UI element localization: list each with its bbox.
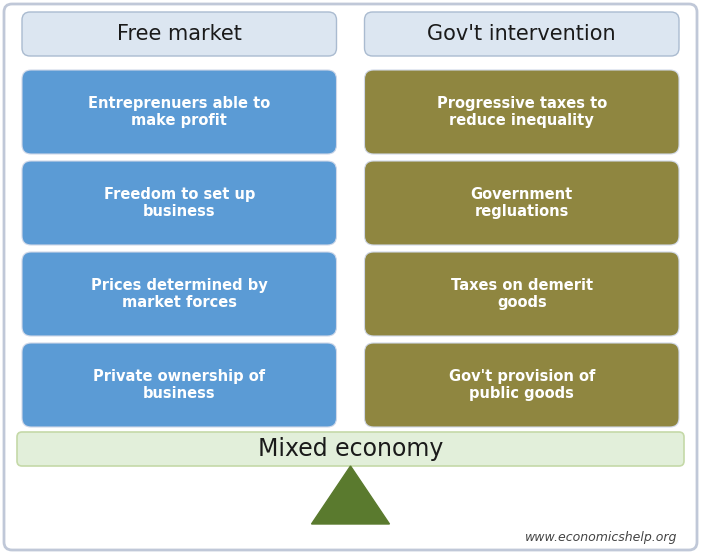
FancyBboxPatch shape bbox=[365, 252, 679, 336]
Text: Government
regluations: Government regluations bbox=[470, 187, 573, 219]
FancyBboxPatch shape bbox=[22, 252, 336, 336]
Text: Freedom to set up
business: Freedom to set up business bbox=[104, 187, 255, 219]
Text: Mixed economy: Mixed economy bbox=[258, 437, 443, 461]
FancyBboxPatch shape bbox=[22, 12, 336, 56]
Text: Free market: Free market bbox=[117, 24, 242, 44]
FancyBboxPatch shape bbox=[365, 161, 679, 245]
Text: Gov't provision of
public goods: Gov't provision of public goods bbox=[449, 369, 595, 401]
FancyBboxPatch shape bbox=[365, 343, 679, 427]
FancyBboxPatch shape bbox=[4, 4, 697, 550]
FancyBboxPatch shape bbox=[365, 70, 679, 154]
FancyBboxPatch shape bbox=[17, 432, 684, 466]
Text: Progressive taxes to
reduce inequality: Progressive taxes to reduce inequality bbox=[437, 96, 607, 128]
Text: Gov't intervention: Gov't intervention bbox=[428, 24, 616, 44]
FancyBboxPatch shape bbox=[22, 70, 336, 154]
Polygon shape bbox=[311, 466, 390, 524]
FancyBboxPatch shape bbox=[22, 343, 336, 427]
Text: Entreprenuers able to
make profit: Entreprenuers able to make profit bbox=[88, 96, 271, 128]
FancyBboxPatch shape bbox=[365, 12, 679, 56]
Text: Prices determined by
market forces: Prices determined by market forces bbox=[91, 278, 268, 310]
Text: Taxes on demerit
goods: Taxes on demerit goods bbox=[451, 278, 593, 310]
FancyBboxPatch shape bbox=[22, 161, 336, 245]
Text: Private ownership of
business: Private ownership of business bbox=[93, 369, 265, 401]
Text: www.economicshelp.org: www.economicshelp.org bbox=[524, 531, 677, 544]
